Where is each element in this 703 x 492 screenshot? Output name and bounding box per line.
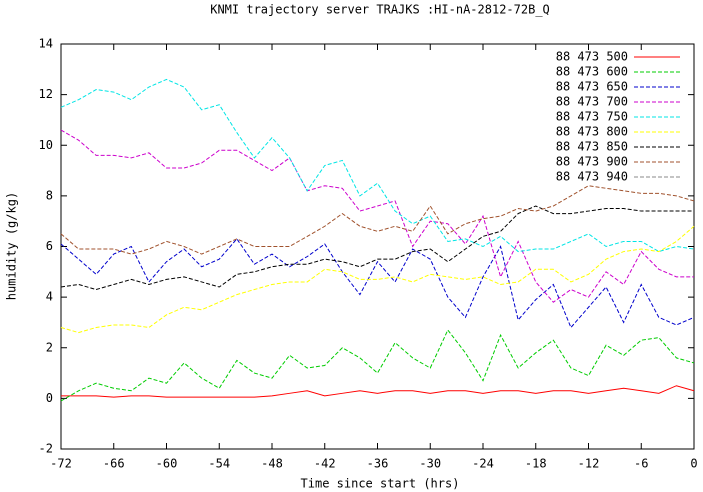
legend-label: 88 473 500 <box>556 50 628 64</box>
x-tick-label: -12 <box>578 457 600 471</box>
series-line <box>60 238 695 329</box>
legend-label: 88 473 850 <box>556 140 628 154</box>
legend-label: 88 473 940 <box>556 170 628 184</box>
y-tick-label: 14 <box>39 37 53 51</box>
y-tick-label: 4 <box>46 290 53 304</box>
x-tick-label: -60 <box>156 457 178 471</box>
x-tick-label: -66 <box>103 457 125 471</box>
x-tick-label: -42 <box>314 457 336 471</box>
y-tick-label: 6 <box>46 239 53 253</box>
x-tick-label: -30 <box>419 457 441 471</box>
series-line <box>60 329 695 402</box>
legend-label: 88 473 800 <box>556 125 628 139</box>
x-tick-label: -54 <box>208 457 230 471</box>
y-tick-label: 0 <box>46 391 53 405</box>
y-tick-label: 12 <box>39 87 53 101</box>
legend-label: 88 473 600 <box>556 65 628 79</box>
series-line <box>60 129 694 303</box>
y-tick-label: -2 <box>39 442 53 456</box>
series-line <box>60 78 695 253</box>
series-line <box>60 205 694 291</box>
legend-label: 88 473 650 <box>556 80 628 94</box>
y-tick-label: 8 <box>46 188 53 202</box>
series-line <box>60 225 695 334</box>
series-line <box>61 385 695 398</box>
x-tick-label: -18 <box>525 457 547 471</box>
x-tick-label: -6 <box>634 457 648 471</box>
x-tick-label: -48 <box>261 457 283 471</box>
x-tick-label: -24 <box>472 457 494 471</box>
y-axis-label: humidity (g/kg) <box>5 192 19 300</box>
x-tick-label: 0 <box>690 457 697 471</box>
series-line <box>60 185 695 255</box>
chart-title: KNMI trajectory server TRAJKS :HI-nA-281… <box>210 3 550 17</box>
legend-label: 88 473 750 <box>556 110 628 124</box>
y-tick-label: 10 <box>39 138 53 152</box>
legend-label: 88 473 900 <box>556 155 628 169</box>
x-tick-label: -36 <box>367 457 389 471</box>
legend-label: 88 473 700 <box>556 95 628 109</box>
x-axis-label: Time since start (hrs) <box>301 477 460 491</box>
y-tick-label: 2 <box>46 340 53 354</box>
x-tick-label: -72 <box>50 457 72 471</box>
